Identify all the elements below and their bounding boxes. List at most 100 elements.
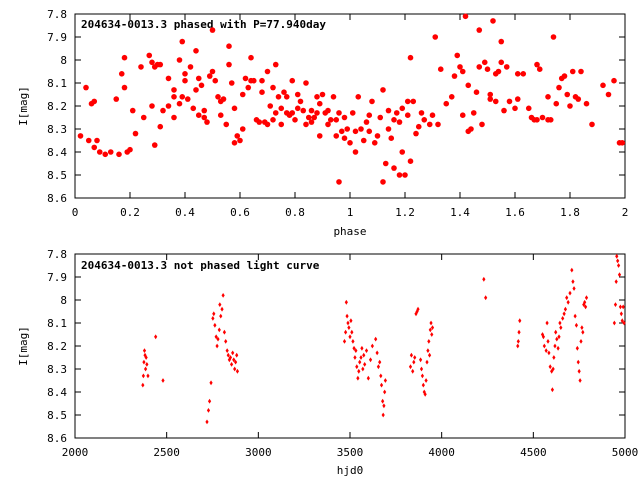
unphased-data-point — [618, 304, 623, 310]
phased-data-point — [316, 100, 323, 107]
unphased-y-tick-label: 8.4 — [47, 386, 67, 399]
phased-data-point — [479, 121, 485, 128]
unphased-x-tick-label: 4000 — [428, 446, 455, 459]
unphased-data-point — [516, 343, 520, 349]
phased-data-point — [201, 114, 208, 121]
unphased-plot-title: 204634-0013.3 not phased light curve — [81, 259, 320, 272]
unphased-data-point — [553, 343, 557, 349]
phased-data-point — [487, 96, 494, 102]
unphased-data-point — [576, 359, 580, 365]
unphased-data-point — [357, 368, 361, 374]
phased-data-point — [336, 179, 342, 185]
phased-data-point — [333, 133, 340, 139]
phased-data-point — [352, 128, 359, 135]
phased-data-point — [201, 107, 208, 114]
unphased-data-point — [215, 343, 219, 349]
phased-data-point — [454, 52, 461, 59]
phased-data-point — [272, 61, 279, 68]
phased-data-point — [297, 98, 304, 105]
phased-data-point — [160, 107, 166, 114]
phased-x-tick-label: 0.2 — [120, 206, 140, 219]
unphased-data-point — [517, 329, 521, 335]
phased-data-point — [217, 112, 224, 118]
phased-data-point — [481, 59, 488, 66]
phased-data-point — [407, 54, 414, 61]
unphased-data-point — [572, 286, 576, 291]
phased-data-point — [366, 128, 373, 135]
unphased-data-point — [375, 350, 379, 356]
phased-data-point — [195, 75, 202, 82]
unphased-data-point — [622, 320, 626, 326]
phased-data-point — [182, 77, 188, 84]
unphased-data-point — [428, 327, 432, 333]
unphased-data-point — [419, 366, 424, 372]
phased-data-point — [520, 71, 527, 77]
unphased-data-point — [584, 295, 589, 301]
phased-data-point — [171, 87, 177, 93]
phased-data-point — [534, 117, 540, 123]
unphased-data-point — [359, 355, 363, 360]
phased-data-point — [102, 151, 109, 158]
phased-data-point — [179, 38, 186, 45]
unphased-data-point — [222, 329, 227, 335]
phased-data-point — [245, 84, 252, 91]
unphased-data-point — [556, 345, 560, 351]
phased-data-point — [366, 112, 373, 118]
unphased-data-point — [374, 336, 378, 342]
phased-data-point — [77, 133, 84, 139]
unphased-data-point — [409, 352, 414, 358]
unphased-y-tick-label: 8.3 — [47, 363, 67, 376]
unphased-data-point — [383, 389, 387, 395]
phased-data-point — [292, 117, 298, 123]
unphased-data-point — [224, 339, 228, 344]
unphased-data-point — [413, 355, 417, 360]
phased-data-point — [228, 80, 235, 86]
phased-data-point — [193, 87, 199, 93]
phased-data-point — [443, 100, 450, 107]
phased-data-point — [121, 54, 128, 61]
phased-data-point — [327, 117, 334, 123]
phased-data-point — [418, 110, 425, 116]
phased-data-point — [380, 87, 386, 93]
phased-data-point — [239, 126, 246, 132]
unphased-data-point — [219, 313, 223, 319]
unphased-data-point — [550, 387, 554, 393]
phased-data-point — [264, 68, 271, 75]
unphased-data-point — [614, 279, 618, 284]
unphased-data-point — [214, 334, 218, 340]
unphased-data-point — [231, 350, 235, 356]
phased-data-point — [83, 84, 89, 91]
unphased-data-point — [383, 378, 387, 383]
unphased-data-point — [411, 368, 415, 374]
phased-data-point — [556, 84, 562, 91]
unphased-data-point — [557, 334, 561, 340]
phased-data-point — [85, 137, 92, 144]
phased-data-point — [550, 34, 557, 40]
unphased-data-point — [565, 295, 569, 301]
phased-data-point — [338, 128, 345, 135]
unphased-data-point — [141, 382, 145, 388]
phased-data-point — [459, 112, 466, 118]
unphased-data-point — [344, 329, 348, 335]
phased-data-point — [325, 107, 331, 114]
phased-data-point — [127, 146, 133, 153]
unphased-data-point — [578, 378, 582, 383]
phased-y-tick-label: 8.3 — [47, 123, 67, 136]
unphased-data-point — [615, 253, 619, 259]
phased-data-point — [506, 98, 513, 105]
unphased-data-point — [225, 348, 229, 353]
phased-data-point — [132, 130, 139, 137]
phased-data-point — [388, 135, 395, 141]
phased-data-point — [316, 133, 323, 139]
phased-y-tick-label: 8.5 — [47, 169, 67, 182]
phased-data-point — [619, 140, 626, 146]
unphased-data-point — [350, 329, 354, 335]
phased-data-point — [275, 94, 282, 100]
phased-data-point — [553, 100, 560, 107]
phased-data-point — [391, 165, 397, 171]
unphased-data-point — [143, 366, 148, 372]
phased-data-point — [179, 94, 186, 100]
unphased-data-point — [429, 320, 433, 326]
unphased-data-point — [558, 320, 562, 326]
phased-data-point — [396, 119, 403, 125]
